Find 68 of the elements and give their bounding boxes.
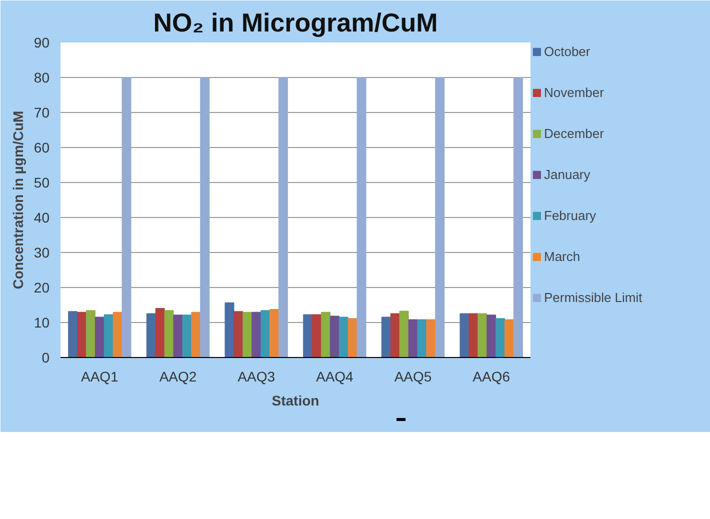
bar [260, 310, 270, 358]
bar [303, 314, 313, 358]
bar [356, 77, 366, 358]
bar [77, 312, 87, 358]
bar [155, 308, 165, 358]
y-tick-label: 70 [34, 104, 50, 120]
x-tick-label: AAQ5 [394, 368, 432, 384]
bar [478, 313, 488, 358]
bar [348, 318, 358, 358]
bar [338, 316, 348, 358]
x-tick-label: AAQ6 [472, 368, 510, 384]
bar [513, 77, 523, 358]
chart-title: NO₂ in Microgram/CuM [153, 8, 438, 38]
bar [312, 314, 322, 358]
bar [200, 77, 210, 358]
y-tick-label: 90 [34, 34, 50, 50]
legend-label: October [544, 44, 590, 59]
bar [122, 77, 132, 358]
bar [330, 316, 340, 358]
bar [320, 312, 330, 358]
bar [417, 319, 427, 358]
bar [164, 310, 174, 358]
x-tick-label: AAQ1 [80, 368, 119, 384]
y-tick-label: 0 [42, 350, 50, 366]
legend-label: Permissible Limit [544, 290, 642, 305]
bar [86, 310, 96, 358]
y-axis-title: Concentration in µgm/CuM [10, 110, 26, 290]
y-tick-label: 30 [34, 244, 50, 260]
bar [504, 319, 514, 358]
bar [191, 312, 201, 358]
x-tick-label: AAQ4 [316, 368, 354, 384]
bar [234, 311, 244, 358]
bar [426, 319, 436, 358]
bar [435, 77, 445, 358]
y-tick-label: 50 [34, 174, 50, 190]
x-tick-label: AAQ2 [159, 368, 197, 384]
bar [68, 311, 78, 358]
bar [242, 312, 252, 358]
x-tick-label: AAQ3 [238, 368, 276, 384]
x-axis-title: Station [272, 392, 320, 408]
bar [252, 312, 262, 358]
bar [390, 313, 400, 358]
legend-label: November [544, 85, 604, 100]
bar [460, 313, 470, 358]
bar [486, 314, 496, 358]
y-tick-label: 60 [34, 140, 50, 156]
bar [399, 310, 409, 358]
bar [104, 314, 114, 358]
bar [468, 313, 478, 358]
bar [269, 309, 279, 358]
bar [112, 312, 122, 358]
bar [146, 313, 156, 358]
bar [182, 314, 192, 358]
bar [408, 319, 418, 358]
legend-label: January [544, 167, 590, 182]
y-tick-label: 80 [34, 70, 50, 86]
legend-label: February [544, 208, 596, 223]
legend-label: March [544, 249, 580, 264]
y-tick-label: 20 [34, 280, 50, 296]
bar [224, 302, 234, 358]
y-tick-label: 40 [34, 210, 50, 226]
y-tick-label: 10 [34, 314, 50, 330]
bar [381, 316, 391, 358]
bar [496, 318, 506, 358]
bar [173, 314, 183, 358]
bar [94, 316, 104, 358]
legend-label: December [544, 126, 604, 141]
bar [278, 77, 288, 358]
